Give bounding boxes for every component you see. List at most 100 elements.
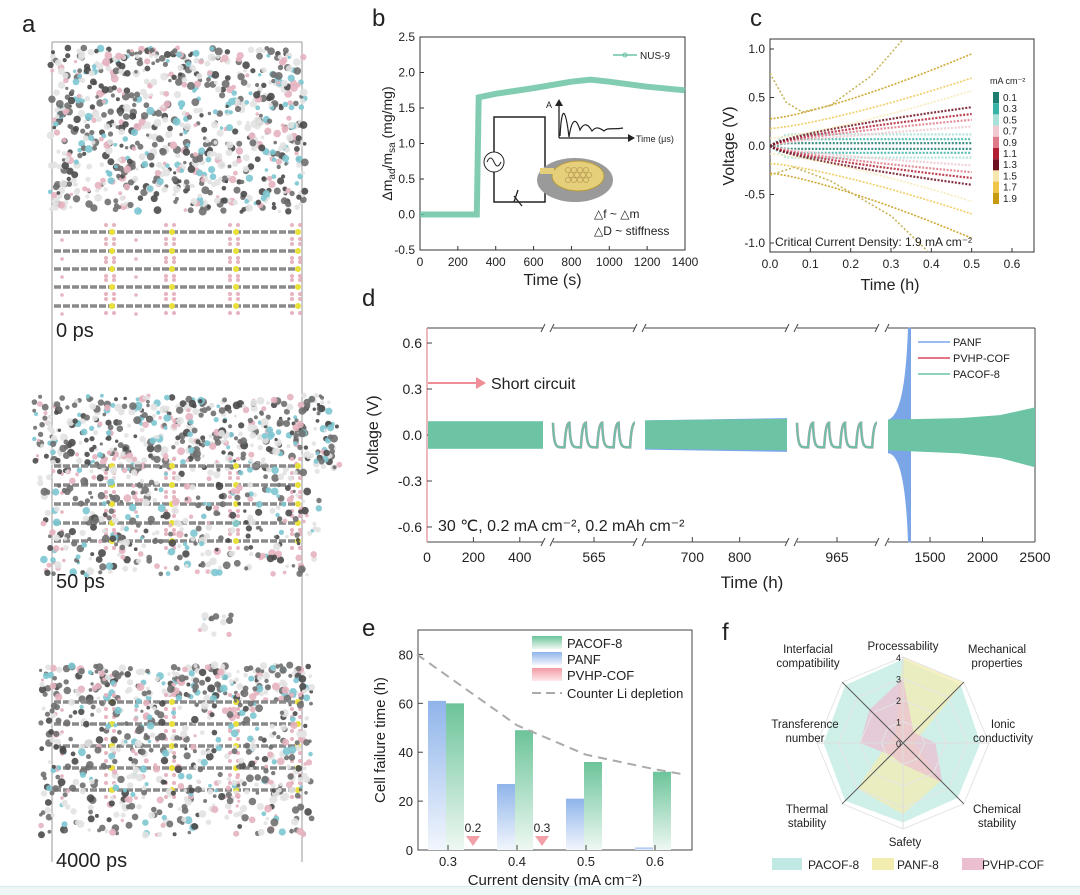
x-tick-label: 800 <box>561 255 581 269</box>
atom <box>134 70 138 74</box>
colorbar-segment <box>993 170 999 182</box>
oxygen-atom <box>172 514 176 518</box>
atom <box>312 521 317 527</box>
atom <box>146 106 155 115</box>
atom <box>192 408 200 416</box>
atom <box>47 189 53 194</box>
atom <box>98 549 106 558</box>
atom <box>300 158 309 167</box>
atom <box>95 682 102 690</box>
atom <box>123 165 132 174</box>
oxygen-atom <box>172 490 176 494</box>
atom <box>132 102 137 108</box>
atom <box>125 821 133 829</box>
atom <box>192 88 197 93</box>
atom <box>218 565 222 570</box>
atom <box>185 458 190 463</box>
atom <box>112 494 121 503</box>
cof-pore <box>568 171 575 178</box>
atom <box>332 465 337 470</box>
atom <box>293 415 298 420</box>
legend-label-nus9: NUS-9 <box>640 51 670 62</box>
oxygen-atom <box>134 529 138 533</box>
atom <box>44 569 51 577</box>
atom <box>87 537 92 542</box>
atom <box>293 67 302 75</box>
atom <box>224 814 230 820</box>
atom <box>53 704 61 711</box>
atom <box>53 121 59 127</box>
atom <box>204 81 211 88</box>
oxygen-atom <box>104 509 108 513</box>
x-axis-label: Time (h) <box>721 573 784 592</box>
electrolyte-molecules <box>46 44 309 216</box>
legend-label: PANF <box>567 652 601 667</box>
atom <box>228 110 233 115</box>
atom <box>42 672 50 680</box>
atom <box>222 418 227 424</box>
atom <box>120 818 125 823</box>
atom <box>156 410 161 415</box>
oxygen-atom <box>134 510 138 514</box>
atom <box>99 442 103 446</box>
atom <box>172 192 177 197</box>
atom <box>295 765 303 772</box>
sulfur-atom <box>169 721 175 727</box>
sulfur-atom <box>169 266 175 272</box>
atom <box>142 819 149 826</box>
atom <box>174 765 183 774</box>
atom <box>76 467 83 474</box>
atom <box>146 133 150 137</box>
oxygen-atom <box>104 795 108 799</box>
atom <box>193 734 197 738</box>
atom <box>242 705 249 712</box>
atom <box>137 143 144 150</box>
oxygen-atom <box>104 737 108 741</box>
atom <box>72 495 79 502</box>
atom <box>78 440 83 445</box>
oxygen-atom <box>172 256 176 260</box>
atom <box>270 571 276 577</box>
oxygen-atom <box>172 278 176 282</box>
atom <box>162 61 168 67</box>
atom <box>40 555 48 564</box>
atom <box>33 425 38 430</box>
atom <box>57 483 62 488</box>
atom <box>277 757 285 766</box>
atom <box>148 95 153 100</box>
atom <box>105 169 110 174</box>
atom <box>287 100 293 106</box>
sulfur-atom <box>169 699 175 705</box>
legend-label: PACOF-8 <box>808 858 859 872</box>
atom <box>146 722 155 730</box>
oxygen-atom <box>104 223 108 227</box>
atom <box>201 454 206 458</box>
atom <box>101 528 107 534</box>
atom <box>233 699 238 703</box>
atom <box>51 435 58 442</box>
atom <box>262 671 270 680</box>
voltage-curve-1p1 <box>770 112 972 147</box>
atom <box>226 711 234 718</box>
atom <box>134 207 142 215</box>
atom <box>146 705 150 710</box>
atom <box>152 706 157 711</box>
atom <box>213 505 220 511</box>
atom <box>55 114 60 119</box>
atom <box>264 764 269 769</box>
atom <box>87 49 95 56</box>
atom <box>215 459 219 464</box>
atom <box>226 797 234 805</box>
atom <box>262 190 271 198</box>
atom <box>282 154 290 162</box>
colorbar-segment <box>993 136 999 148</box>
atom <box>274 437 278 442</box>
oxygen-atom <box>164 729 168 733</box>
atom <box>59 180 68 188</box>
atom <box>323 428 328 433</box>
radar-axis-label-line: stability <box>978 818 1017 830</box>
atom <box>193 107 200 114</box>
colorbar-label: 1.5 <box>1003 171 1017 182</box>
atom <box>51 571 56 576</box>
atom <box>248 760 256 768</box>
